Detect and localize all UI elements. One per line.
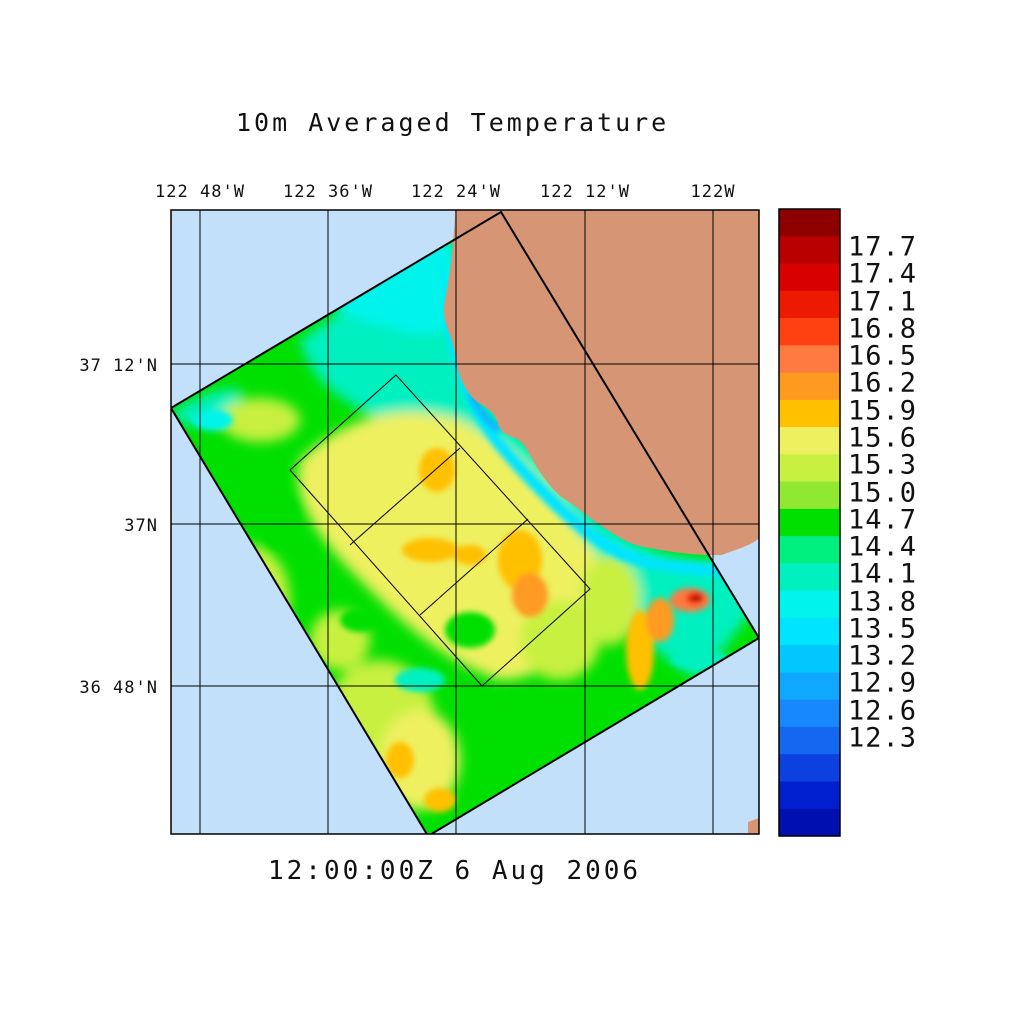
colorbar-swatch xyxy=(779,399,840,428)
colorbar-swatch xyxy=(779,508,840,537)
colorbar-label: 16.5 xyxy=(848,340,918,372)
colorbar-swatch xyxy=(779,645,840,673)
lon-label-122-12w: 122 12'W xyxy=(540,182,630,202)
colorbar-swatch xyxy=(779,290,840,319)
colorbar-label: 15.3 xyxy=(848,449,918,481)
colorbar-label: 17.4 xyxy=(848,258,918,290)
land-area-small xyxy=(748,818,759,834)
colorbar-swatch xyxy=(779,427,840,455)
colorbar-swatch xyxy=(779,808,840,837)
colorbar-swatch xyxy=(779,236,840,265)
lon-label-122w: 122W xyxy=(690,182,736,202)
colorbar-swatch xyxy=(779,536,840,564)
map-title: 10m Averaged Temperature xyxy=(236,108,670,137)
colorbar-swatch xyxy=(779,372,840,401)
date: 6 Aug 2006 xyxy=(454,856,642,886)
timestamp: 12:00:00Z xyxy=(268,856,436,886)
timestamp-footer: 12:00:00Z 6 Aug 2006 xyxy=(268,856,641,886)
lon-label-122-24w: 122 24'W xyxy=(411,182,501,202)
colorbar-swatch xyxy=(779,481,840,510)
colorbar-label: 13.2 xyxy=(848,640,918,672)
colorbar-label: 17.7 xyxy=(848,231,918,263)
colorbar-swatch xyxy=(779,781,840,810)
land-area xyxy=(443,210,759,556)
outer-domain-boundary xyxy=(171,210,759,834)
colorbar-label: 15.6 xyxy=(848,422,918,454)
colorbar-label: 14.4 xyxy=(848,531,918,563)
lon-label-122-36w: 122 36'W xyxy=(283,182,373,202)
colorbar-swatch xyxy=(779,454,840,483)
colorbar-label: 12.6 xyxy=(848,695,918,727)
colorbar-label: 15.9 xyxy=(848,395,918,427)
colorbar-frame xyxy=(778,208,841,837)
colorbar-swatch xyxy=(779,263,840,292)
colorbar-swatch xyxy=(779,345,840,374)
colorbar-label: 14.1 xyxy=(848,558,918,590)
graticule xyxy=(171,210,759,834)
colorbar-label: 12.3 xyxy=(848,722,918,754)
colorbar-swatch xyxy=(779,617,840,646)
map-frame xyxy=(170,209,760,835)
lat-label-36-48n: 36 48'N xyxy=(79,678,158,698)
colorbar-label: 16.2 xyxy=(848,367,918,399)
colorbar xyxy=(778,208,841,837)
colorbar-swatch xyxy=(779,699,840,728)
colorbar-label: 12.9 xyxy=(848,667,918,699)
colorbar-swatch xyxy=(779,590,840,619)
colorbar-swatch xyxy=(779,726,840,755)
colorbar-label: 14.7 xyxy=(848,504,918,536)
nested-domain-divider-2 xyxy=(419,518,529,616)
colorbar-swatch xyxy=(779,754,840,782)
colorbar-swatch xyxy=(779,318,840,346)
colorbar-swatch xyxy=(779,209,840,237)
lat-label-37-12n: 37 12'N xyxy=(79,356,158,376)
colorbar-swatch xyxy=(779,563,840,592)
colorbar-swatch xyxy=(779,672,840,701)
lat-label-37n: 37N xyxy=(124,516,158,536)
nested-domain-divider-1 xyxy=(349,447,461,546)
colorbar-label: 17.1 xyxy=(848,286,918,318)
colorbar-label: 16.8 xyxy=(848,313,918,345)
colorbar-label: 13.8 xyxy=(848,586,918,618)
colorbar-label: 15.0 xyxy=(848,477,918,508)
lon-label-122-48w: 122 48'W xyxy=(155,182,245,202)
colorbar-label: 13.5 xyxy=(848,613,918,645)
nested-domain-boundary xyxy=(289,374,591,687)
